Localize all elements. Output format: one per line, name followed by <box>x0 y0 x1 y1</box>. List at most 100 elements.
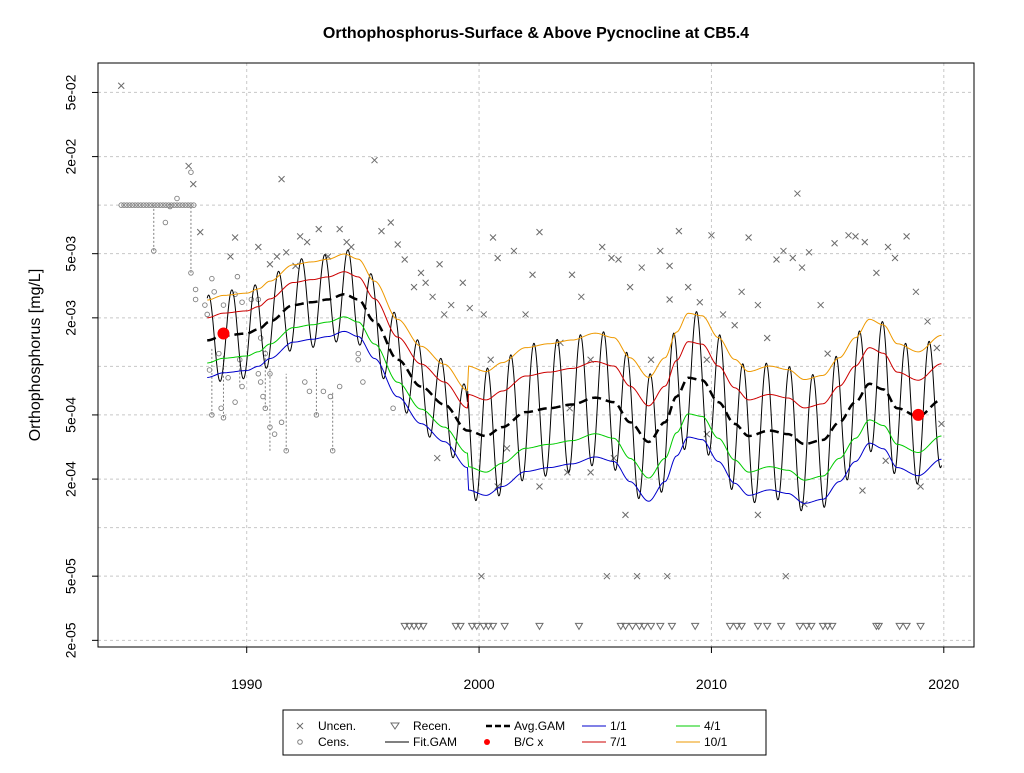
censored-point <box>157 202 164 208</box>
legend-dot <box>484 739 490 745</box>
y-tick-label: 2e-02 <box>63 138 79 174</box>
uncensored-mark-b <box>882 457 890 465</box>
x-tick-label: 2000 <box>463 676 494 692</box>
recensored-point <box>472 622 482 631</box>
uncensored-mark-b <box>536 483 543 490</box>
censored-point <box>121 202 127 208</box>
uncensored-point <box>401 256 409 263</box>
legend-label: 4/1 <box>704 719 721 733</box>
uncensored-point <box>666 296 673 303</box>
censored-point <box>168 202 175 208</box>
recensored-point <box>902 622 911 631</box>
recensored-point <box>621 622 630 631</box>
uncensored-mark-b <box>494 254 502 262</box>
quantile-line-q-10-1 <box>207 253 942 391</box>
uncensored-mark-b <box>666 296 673 303</box>
y-tick-label: 2e-04 <box>63 461 79 497</box>
uncensored-mark-b <box>510 247 518 255</box>
uncensored-points <box>117 82 945 580</box>
censored-point <box>204 311 210 318</box>
quantile-series <box>207 253 942 504</box>
censored-point <box>336 383 343 390</box>
recensored-point <box>488 622 498 631</box>
recensored-point <box>574 622 584 631</box>
censored-point <box>355 356 361 363</box>
uncensored-point <box>185 162 192 170</box>
uncensored-mark-b <box>387 219 395 226</box>
bc-points <box>217 327 925 421</box>
censored-point <box>190 202 197 208</box>
uncensored-mark-b <box>189 180 197 188</box>
uncensored-point <box>754 301 762 309</box>
uncensored-mark-b <box>347 243 355 251</box>
avg-gam-series <box>207 293 942 446</box>
censored-point <box>216 350 222 357</box>
uncensored-mark-b <box>745 234 752 241</box>
legend-label: 10/1 <box>704 735 728 749</box>
censored-point <box>278 419 285 426</box>
uncensored-point <box>903 233 910 240</box>
censored-point <box>271 431 278 437</box>
censored-point <box>143 202 150 208</box>
censored-point <box>160 202 166 208</box>
recensored-point <box>732 622 742 631</box>
uncensored-mark-b <box>703 430 711 438</box>
recensored-point <box>806 622 816 631</box>
uncensored-mark-b <box>738 288 745 296</box>
uncensored-point <box>315 225 323 233</box>
uncensored-point <box>117 82 125 90</box>
uncensored-point <box>282 248 290 256</box>
uncensored-mark-b <box>296 233 304 240</box>
uncensored-point <box>615 256 622 263</box>
uncensored-mark-b <box>615 256 622 263</box>
censored-point <box>262 405 269 411</box>
uncensored-point <box>731 321 739 329</box>
uncensored-mark-b <box>794 190 801 197</box>
uncensored-mark-b <box>422 279 429 287</box>
legend-item-1-1: 1/1 <box>582 719 627 733</box>
uncensored-mark-b <box>529 271 536 279</box>
uncensored-point <box>608 254 615 262</box>
uncensored-mark-b <box>522 311 529 318</box>
recensored-point <box>628 622 637 631</box>
uncensored-mark-b <box>626 283 634 291</box>
legend-box <box>282 709 767 756</box>
y-tick-label: 2e-03 <box>63 300 79 336</box>
uncensored-point <box>884 243 892 251</box>
censored-point <box>220 415 227 421</box>
recensored-point <box>467 622 477 631</box>
recensored-point <box>690 622 700 631</box>
uncensored-mark-b <box>185 162 192 170</box>
uncensored-point <box>763 334 771 342</box>
uncensored-point <box>696 298 704 306</box>
legend-item-b-c-x: B/C x <box>484 735 543 749</box>
uncensored-mark-b <box>861 238 869 246</box>
uncensored-mark-b <box>478 572 485 580</box>
recensored-point <box>823 622 832 631</box>
uncensored-mark-b <box>598 243 606 251</box>
y-axis: 2e-05 5e-05 2e-04 5e-04 2e-03 5e-03 2e-02 5e-02 <box>63 74 98 658</box>
censored-point <box>218 405 224 411</box>
recensored-point <box>667 622 677 631</box>
censored-point <box>206 367 213 373</box>
censored-point <box>188 169 194 175</box>
uncensored-mark-b <box>447 301 455 309</box>
censored-point <box>257 335 264 341</box>
uncensored-mark-b <box>824 350 831 357</box>
uncensored-point <box>273 253 281 260</box>
uncensored-mark-b <box>622 511 629 519</box>
recensored-point <box>483 622 493 631</box>
recensored-point <box>762 622 772 631</box>
quantile-line-q-1-1 <box>207 330 942 504</box>
censored-points <box>118 169 396 454</box>
censored-point <box>126 202 133 208</box>
legend-label: Fit.GAM <box>413 735 457 749</box>
uncensored-mark-b <box>587 356 594 364</box>
uncensored-mark-b <box>703 356 711 364</box>
uncensored-mark-b <box>912 288 920 296</box>
uncensored-point <box>663 572 671 580</box>
uncensored-point <box>703 356 711 364</box>
recensored-point <box>725 622 735 631</box>
uncensored-point <box>566 404 574 412</box>
uncensored-mark-b <box>708 231 715 239</box>
